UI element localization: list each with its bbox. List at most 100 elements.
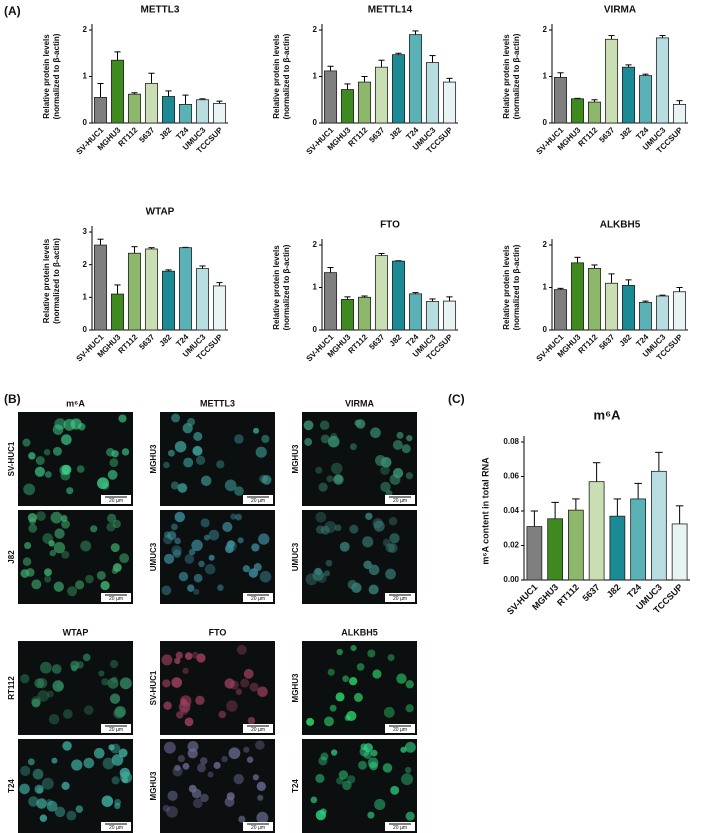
cell [118, 414, 127, 423]
cell [184, 554, 195, 564]
scale-label: 20 µm [109, 596, 123, 602]
cell [47, 690, 54, 698]
cell [161, 585, 172, 596]
cell [28, 517, 37, 525]
cell [362, 536, 374, 548]
cell [333, 474, 344, 485]
cell [111, 754, 124, 766]
cell [34, 678, 45, 689]
bar [178, 247, 193, 331]
micrograph-label: SV-HUC1 [7, 441, 16, 476]
cell [404, 741, 416, 753]
cell [62, 741, 72, 751]
cell [226, 700, 238, 712]
bar [621, 66, 636, 124]
cell [119, 677, 132, 690]
cell [240, 678, 250, 688]
cell [388, 516, 398, 526]
bar [553, 289, 568, 331]
bar [638, 75, 653, 124]
cell [187, 417, 196, 426]
scale-box [385, 495, 415, 504]
cell [339, 541, 350, 552]
cell [27, 758, 35, 766]
bar [568, 509, 584, 581]
cell [36, 787, 44, 794]
cell [59, 464, 70, 476]
cell [22, 438, 31, 447]
chart-title: m⁶A [594, 407, 622, 422]
cell [225, 540, 237, 552]
cell [405, 704, 414, 713]
scale-box [101, 724, 131, 733]
cell [188, 548, 196, 556]
cell [256, 781, 266, 791]
scale-box [101, 593, 131, 602]
y-tick-label: 0.00 [503, 575, 519, 584]
cell [349, 524, 359, 534]
cell [163, 553, 175, 564]
cell [111, 776, 120, 785]
cell [338, 770, 349, 780]
cell [246, 756, 254, 763]
cell [23, 483, 36, 496]
cell [234, 486, 244, 496]
cell [383, 706, 395, 718]
y-axis-label: Relative protein levels [502, 245, 511, 330]
cell [121, 777, 129, 784]
chart-title: ALKBH5 [600, 220, 641, 231]
chart-title: METTL3 [141, 5, 180, 16]
scale-box [101, 495, 131, 504]
cell [375, 455, 386, 466]
cell [242, 565, 250, 573]
y-tick-label: 1 [83, 292, 88, 301]
x-tick-label: 5637 [137, 125, 156, 144]
cell [320, 434, 330, 444]
cell [75, 805, 84, 813]
cell [367, 649, 376, 658]
cell [98, 670, 105, 677]
bar [630, 498, 646, 581]
cell [97, 477, 109, 490]
cell [255, 740, 265, 750]
cell [342, 675, 350, 683]
cell [46, 800, 58, 812]
cell [385, 543, 395, 553]
bar [110, 59, 125, 124]
cell [236, 644, 247, 655]
bar [442, 81, 457, 124]
cell [174, 440, 187, 453]
cell [107, 469, 118, 480]
cell [324, 716, 334, 727]
bar [621, 284, 636, 331]
cell [177, 483, 188, 493]
cell [193, 573, 203, 583]
cell [187, 584, 195, 592]
bar [212, 285, 227, 331]
cell [318, 482, 328, 492]
cell [257, 686, 268, 698]
cell [305, 573, 318, 586]
cell [170, 481, 179, 490]
cell [320, 525, 330, 535]
scale-label: 20 µm [393, 596, 407, 602]
cell [327, 668, 335, 676]
bar [570, 98, 585, 124]
cell [54, 528, 65, 539]
cell [367, 811, 375, 819]
x-tick-label: RT112 [346, 332, 369, 355]
y-axis-label: (normalized to β-actin) [512, 244, 521, 330]
cell [52, 424, 64, 435]
cell [247, 716, 256, 725]
chart-title: METTL14 [368, 5, 413, 16]
cell [20, 765, 31, 776]
cell [303, 420, 314, 431]
cell [111, 567, 119, 575]
bar [110, 293, 125, 331]
cell [175, 651, 183, 659]
bar [425, 62, 440, 124]
y-tick-label: 0 [83, 118, 88, 127]
y-axis-label: Relative protein levels [42, 238, 51, 323]
cell [304, 438, 313, 446]
cell [32, 768, 44, 780]
